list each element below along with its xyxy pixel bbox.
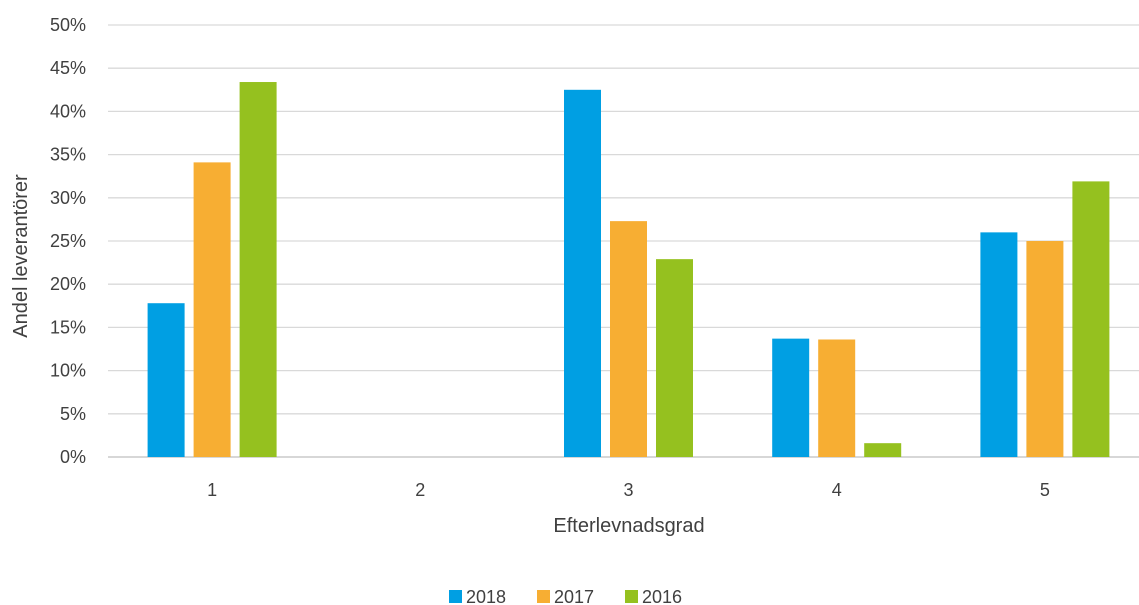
y-tick-label: 45% [50,58,86,78]
y-tick-label: 35% [50,145,86,165]
x-tick-label: 2 [415,480,425,500]
bar-2018-cat-4 [772,338,810,457]
legend-swatch-2016 [625,590,638,603]
bar-2017-cat-1 [193,162,231,457]
bar-2016-cat-1 [239,82,277,458]
bar-2017-cat-4 [818,339,856,457]
y-axis-title: Andel leverantörer [10,174,32,338]
x-tick-label: 1 [207,480,217,500]
x-tick-label: 5 [1040,480,1050,500]
bars [147,82,1110,458]
legend-label-2017: 2017 [554,587,594,605]
x-tick-label: 4 [832,480,842,500]
legend: 2018 2017 2016 [449,587,682,605]
legend-swatch-2018 [449,590,462,603]
bar-2018-cat-3 [564,89,601,458]
x-axis-tick-labels: 1 2 3 4 5 [207,480,1050,500]
legend-label-2018: 2018 [466,587,506,605]
y-tick-label: 20% [50,274,86,294]
y-tick-label: 25% [50,231,86,251]
y-tick-label: 30% [50,188,86,208]
bar-2018-cat-5 [980,232,1018,457]
legend-label-2016: 2016 [642,587,682,605]
bar-2016-cat-5 [1072,181,1110,457]
x-tick-label: 3 [623,480,633,500]
y-tick-label: 15% [50,317,86,337]
y-tick-label: 0% [60,447,86,467]
y-tick-label: 10% [50,361,86,381]
bar-2016-cat-4 [864,443,902,457]
y-tick-label: 40% [50,101,86,121]
bar-2018-cat-1 [147,303,185,457]
bar-2017-cat-3 [610,221,647,457]
bar-2016-cat-3 [656,259,693,457]
y-tick-label: 5% [60,404,86,424]
bar-2017-cat-5 [1026,241,1064,457]
y-tick-label: 50% [50,15,86,35]
y-axis-tick-labels: 0% 5% 10% 15% 20% 25% 30% 35% 40% 45% 50% [50,15,86,467]
legend-swatch-2017 [537,590,550,603]
x-axis-title: Efterlevnadsgrad [553,515,704,537]
